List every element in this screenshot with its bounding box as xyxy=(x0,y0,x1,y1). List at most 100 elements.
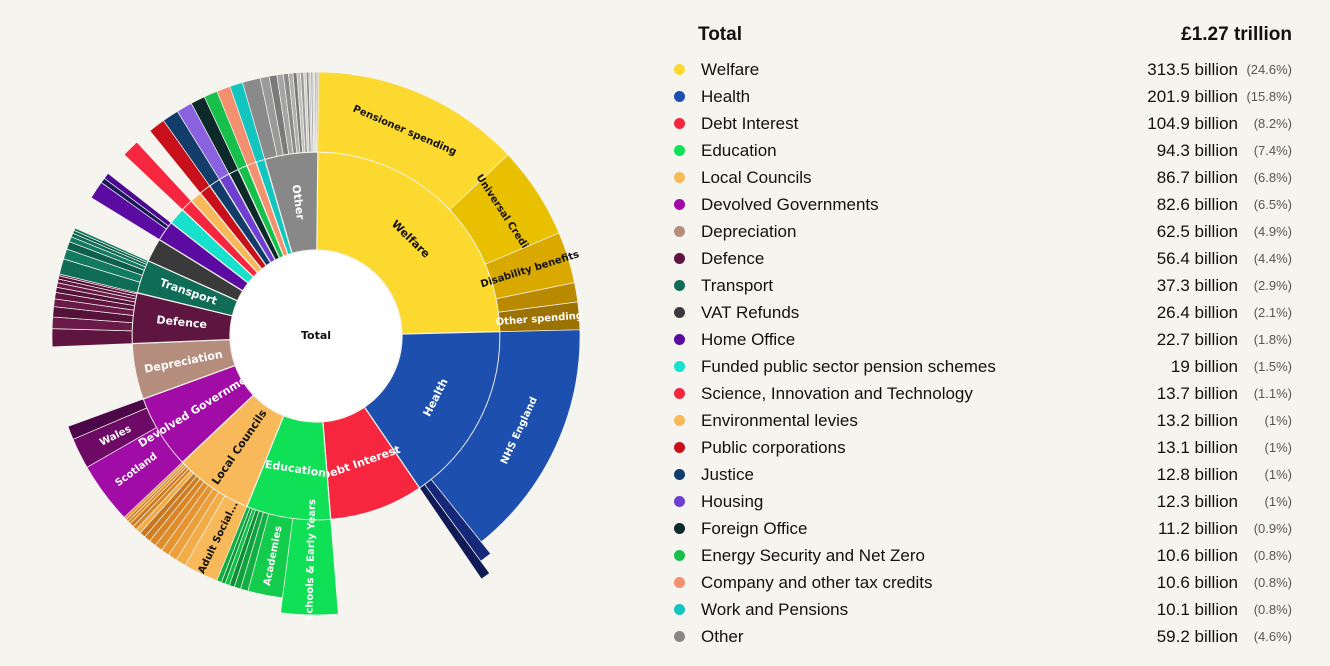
legend-item[interactable]: Justice 12.8 billion (1%) xyxy=(672,461,1292,488)
legend-dot-icon xyxy=(674,334,685,345)
legend-item-name: Other xyxy=(701,626,744,646)
legend-item-value: 12.8 billion xyxy=(1156,464,1238,484)
legend-item-name: Home Office xyxy=(701,329,796,349)
legend-item[interactable]: Foreign Office 11.2 billion (0.9%) xyxy=(672,515,1292,542)
subsegment-segment[interactable] xyxy=(316,71,319,153)
legend-item-value: 10.1 billion xyxy=(1156,599,1238,619)
legend-dot-icon xyxy=(674,496,685,507)
legend-item-percent: (0.8%) xyxy=(1253,548,1292,563)
legend-item[interactable]: Devolved Governments 82.6 billion (6.5%) xyxy=(672,191,1292,218)
legend-dot-icon xyxy=(674,523,685,534)
legend-dot-icon xyxy=(674,415,685,426)
legend-item[interactable]: Education 94.3 billion (7.4%) xyxy=(672,137,1292,164)
legend-item-value: 56.4 billion xyxy=(1156,248,1238,268)
legend-item-value: 86.7 billion xyxy=(1156,167,1238,187)
legend-item[interactable]: Depreciation 62.5 billion (4.9%) xyxy=(672,218,1292,245)
legend-item[interactable]: Company and other tax credits 10.6 billio… xyxy=(672,569,1292,596)
legend-item-percent: (1.8%) xyxy=(1253,332,1292,347)
subsegment-segment[interactable] xyxy=(51,328,133,348)
segment-label: Other xyxy=(289,184,307,221)
subsegment-label: Schools & Early Years xyxy=(304,499,318,621)
legend-item-value: 201.9 billion xyxy=(1147,86,1238,106)
legend-item-value: 13.1 billion xyxy=(1156,437,1238,457)
center-label: Total xyxy=(301,329,331,342)
legend-item[interactable]: Public corporations 13.1 billion (1%) xyxy=(672,434,1292,461)
legend-dot-icon xyxy=(674,64,685,75)
legend-item[interactable]: Work and Pensions 10.1 billion (0.8%) xyxy=(672,596,1292,623)
legend-item-percent: (8.2%) xyxy=(1253,116,1292,131)
legend-item-value: 11.2 billion xyxy=(1157,518,1238,538)
legend-item-percent: (1%) xyxy=(1264,440,1292,455)
legend-item-name: Debt Interest xyxy=(701,113,799,133)
legend-item[interactable]: Home Office 22.7 billion (1.8%) xyxy=(672,326,1292,353)
legend-item-value: 13.2 billion xyxy=(1156,410,1238,430)
legend-total: £1.27 trillion xyxy=(1181,24,1292,45)
legend-item[interactable]: Funded public sector pension schemes 19 b… xyxy=(672,353,1292,380)
legend-item-value: 59.2 billion xyxy=(1156,626,1238,646)
legend-dot-icon xyxy=(674,631,685,642)
legend-item[interactable]: Transport 37.3 billion (2.9%) xyxy=(672,272,1292,299)
legend-title: Total xyxy=(698,24,742,45)
legend-item-percent: (1%) xyxy=(1264,467,1292,482)
legend-item[interactable]: Debt Interest 104.9 billion (8.2%) xyxy=(672,110,1292,137)
legend-item-percent: (2.9%) xyxy=(1253,278,1292,293)
legend-dot-icon xyxy=(674,118,685,129)
legend-item-percent: (1.5%) xyxy=(1253,359,1292,374)
legend-dot-icon xyxy=(674,361,685,372)
legend-item-value: 62.5 billion xyxy=(1156,221,1238,241)
legend-item-name: Justice xyxy=(701,464,754,484)
legend-item-percent: (24.6%) xyxy=(1246,62,1292,77)
legend-item-value: 104.9 billion xyxy=(1147,113,1238,133)
legend-item-percent: (0.8%) xyxy=(1253,602,1292,617)
legend-item[interactable]: VAT Refunds 26.4 billion (2.1%) xyxy=(672,299,1292,326)
legend-item-name: Local Councils xyxy=(701,167,812,187)
legend-item[interactable]: Local Councils 86.7 billion (6.8%) xyxy=(672,164,1292,191)
legend-item-percent: (4.4%) xyxy=(1253,251,1292,266)
legend-dot-icon xyxy=(674,442,685,453)
legend-item-value: 313.5 billion xyxy=(1147,59,1238,79)
legend-item[interactable]: Welfare 313.5 billion (24.6%) xyxy=(672,56,1292,83)
legend-item-name: Welfare xyxy=(701,59,760,79)
legend-item-percent: (2.1%) xyxy=(1253,305,1292,320)
legend-item[interactable]: Housing 12.3 billion (1%) xyxy=(672,488,1292,515)
legend-item-value: 13.7 billion xyxy=(1156,383,1238,403)
segment-label: Defence xyxy=(156,313,208,331)
legend-item-name: Company and other tax credits xyxy=(701,572,933,592)
legend-item-name: VAT Refunds xyxy=(701,302,800,322)
legend-item[interactable]: Other 59.2 billion (4.6%) xyxy=(672,623,1292,650)
legend-header: Total £1.27 trillion xyxy=(672,20,1292,50)
legend: Total £1.27 trillion Welfare 313.5 billio… xyxy=(672,20,1292,650)
legend-dot-icon xyxy=(674,280,685,291)
legend-item-percent: (1%) xyxy=(1264,494,1292,509)
legend-item[interactable]: Defence 56.4 billion (4.4%) xyxy=(672,245,1292,272)
legend-dot-icon xyxy=(674,550,685,561)
legend-dot-icon xyxy=(674,253,685,264)
legend-item-name: Transport xyxy=(701,275,774,295)
legend-item-value: 12.3 billion xyxy=(1156,491,1238,511)
legend-item-value: 10.6 billion xyxy=(1156,545,1238,565)
legend-item[interactable]: Environmental levies 13.2 billion (1%) xyxy=(672,407,1292,434)
legend-item-name: Depreciation xyxy=(701,221,797,241)
legend-item-value: 37.3 billion xyxy=(1156,275,1238,295)
legend-item-name: Environmental levies xyxy=(701,410,858,430)
legend-item-value: 22.7 billion xyxy=(1156,329,1238,349)
legend-item-percent: (7.4%) xyxy=(1253,143,1292,158)
legend-item-name: Education xyxy=(701,140,777,160)
legend-dot-icon xyxy=(674,577,685,588)
legend-item-name: Public corporations xyxy=(701,437,846,457)
legend-item-value: 82.6 billion xyxy=(1156,194,1238,214)
legend-dot-icon xyxy=(674,226,685,237)
legend-item-name: Science, Innovation and Technology xyxy=(701,383,973,403)
legend-item-name: Health xyxy=(701,86,751,106)
legend-item[interactable]: Health 201.9 billion (15.8%) xyxy=(672,83,1292,110)
legend-item-name: Foreign Office xyxy=(701,518,808,538)
legend-dot-icon xyxy=(674,91,685,102)
legend-item-percent: (0.8%) xyxy=(1253,575,1292,590)
legend-dot-icon xyxy=(674,145,685,156)
legend-item[interactable]: Energy Security and Net Zero 10.6 billion… xyxy=(672,542,1292,569)
legend-item-percent: (1%) xyxy=(1264,413,1292,428)
legend-item-percent: (1.1%) xyxy=(1253,386,1292,401)
legend-item[interactable]: Science, Innovation and Technology 13.7 b… xyxy=(672,380,1292,407)
legend-item-percent: (0.9%) xyxy=(1253,521,1292,536)
